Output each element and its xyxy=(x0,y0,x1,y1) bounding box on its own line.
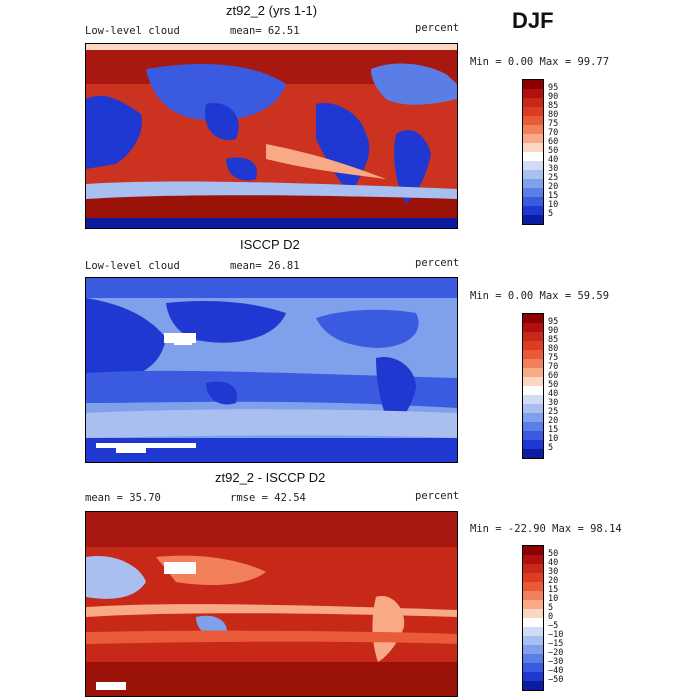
panel-3-colorbar xyxy=(522,545,544,691)
panel-3-colorbar-tick: 5 xyxy=(548,603,554,613)
panel-3-units-label: percent xyxy=(415,490,460,502)
panel-2-colorbar-tick: 30 xyxy=(548,398,559,408)
panel-3-minmax: Min = -22.90 Max = 98.14 xyxy=(470,523,622,535)
panel-1-colorbar-tick: 50 xyxy=(548,146,559,156)
panel-1-colorbar-tick: 85 xyxy=(548,101,559,111)
panel-3-colorbar-tick: −10 xyxy=(548,630,564,640)
panel-3-colorbar-tick: 40 xyxy=(548,558,559,568)
panel-2-minmax: Min = 0.00 Max = 59.59 xyxy=(470,290,610,302)
panel-2-colorbar-tick: 60 xyxy=(548,371,559,381)
panel-1-title: zt92_2 (yrs 1-1) xyxy=(226,3,318,18)
panel-1-colorbar-tick: 25 xyxy=(548,173,559,183)
panel-2-colorbar-tick: 50 xyxy=(548,380,559,390)
panel-1-colorbar xyxy=(522,79,544,225)
panel-1-colorbar-tick: 75 xyxy=(548,119,559,129)
panel-3-map xyxy=(85,511,458,697)
panel-3-colorbar-tick: −5 xyxy=(548,621,559,631)
panel-3-colorbar-tick: −30 xyxy=(548,657,564,667)
panel-2-colorbar-tick: 25 xyxy=(548,407,559,417)
panel-3-colorbar-tick: 50 xyxy=(548,549,559,559)
panel-3-mean-label: mean = 35.70 xyxy=(85,492,161,504)
panel-2-colorbar-tick: 10 xyxy=(548,434,559,444)
panel-3-colorbar-tick: −20 xyxy=(548,648,564,658)
panel-3-colorbar-tick: 15 xyxy=(548,585,559,595)
panel-1-minmax: Min = 0.00 Max = 99.77 xyxy=(470,56,610,68)
panel-1-colorbar-tick: 5 xyxy=(548,209,554,219)
panel-1-units-label: percent xyxy=(415,22,460,34)
panel-1-variable-label: Low-level cloud xyxy=(85,25,180,37)
panel-1-map xyxy=(85,43,458,229)
panel-2-colorbar-tick: 95 xyxy=(548,317,559,327)
panel-1-colorbar-tick: 15 xyxy=(548,191,559,201)
panel-2-colorbar-tick: 15 xyxy=(548,425,559,435)
panel-2-colorbar xyxy=(522,313,544,459)
panel-2-colorbar-tick: 85 xyxy=(548,335,559,345)
panel-2-map xyxy=(85,277,458,463)
panel-3-colorbar-tick: 30 xyxy=(548,567,559,577)
panel-1-colorbar-tick: 40 xyxy=(548,155,559,165)
panel-2-units-label: percent xyxy=(415,257,460,269)
panel-1-colorbar-tick: 20 xyxy=(548,182,559,192)
panel-2-colorbar-tick: 80 xyxy=(548,344,559,354)
panel-3-rmse-label: rmse = 42.54 xyxy=(230,492,306,504)
panel-3-colorbar-tick: −50 xyxy=(548,675,564,685)
panel-1-colorbar-tick: 60 xyxy=(548,137,559,147)
panel-3-colorbar-tick: −40 xyxy=(548,666,564,676)
panel-2-colorbar-tick: 70 xyxy=(548,362,559,372)
panel-2-colorbar-tick: 20 xyxy=(548,416,559,426)
panel-3-colorbar-tick: 10 xyxy=(548,594,559,604)
panel-2-variable-label: Low-level cloud xyxy=(85,260,180,272)
panel-3-colorbar-tick: −15 xyxy=(548,639,564,649)
panel-1-colorbar-tick: 90 xyxy=(548,92,559,102)
panel-2-colorbar-tick: 75 xyxy=(548,353,559,363)
panel-2-title: ISCCP D2 xyxy=(240,237,300,252)
panel-2-mean-label: mean= 26.81 xyxy=(230,260,300,272)
season-label: DJF xyxy=(512,8,554,33)
panel-1-colorbar-tick: 10 xyxy=(548,200,559,210)
panel-3-colorbar-tick: 0 xyxy=(548,612,554,622)
panel-2-colorbar-tick: 90 xyxy=(548,326,559,336)
panel-3-title: zt92_2 - ISCCP D2 xyxy=(215,470,326,485)
panel-3-colorbar-tick: 20 xyxy=(548,576,559,586)
panel-1-colorbar-tick: 30 xyxy=(548,164,559,174)
panel-2-colorbar-tick: 5 xyxy=(548,443,554,453)
panel-1-colorbar-tick: 70 xyxy=(548,128,559,138)
panel-1-colorbar-tick: 80 xyxy=(548,110,559,120)
panel-2-colorbar-tick: 40 xyxy=(548,389,559,399)
panel-1-colorbar-tick: 95 xyxy=(548,83,559,93)
panel-1-mean-label: mean= 62.51 xyxy=(230,25,300,37)
